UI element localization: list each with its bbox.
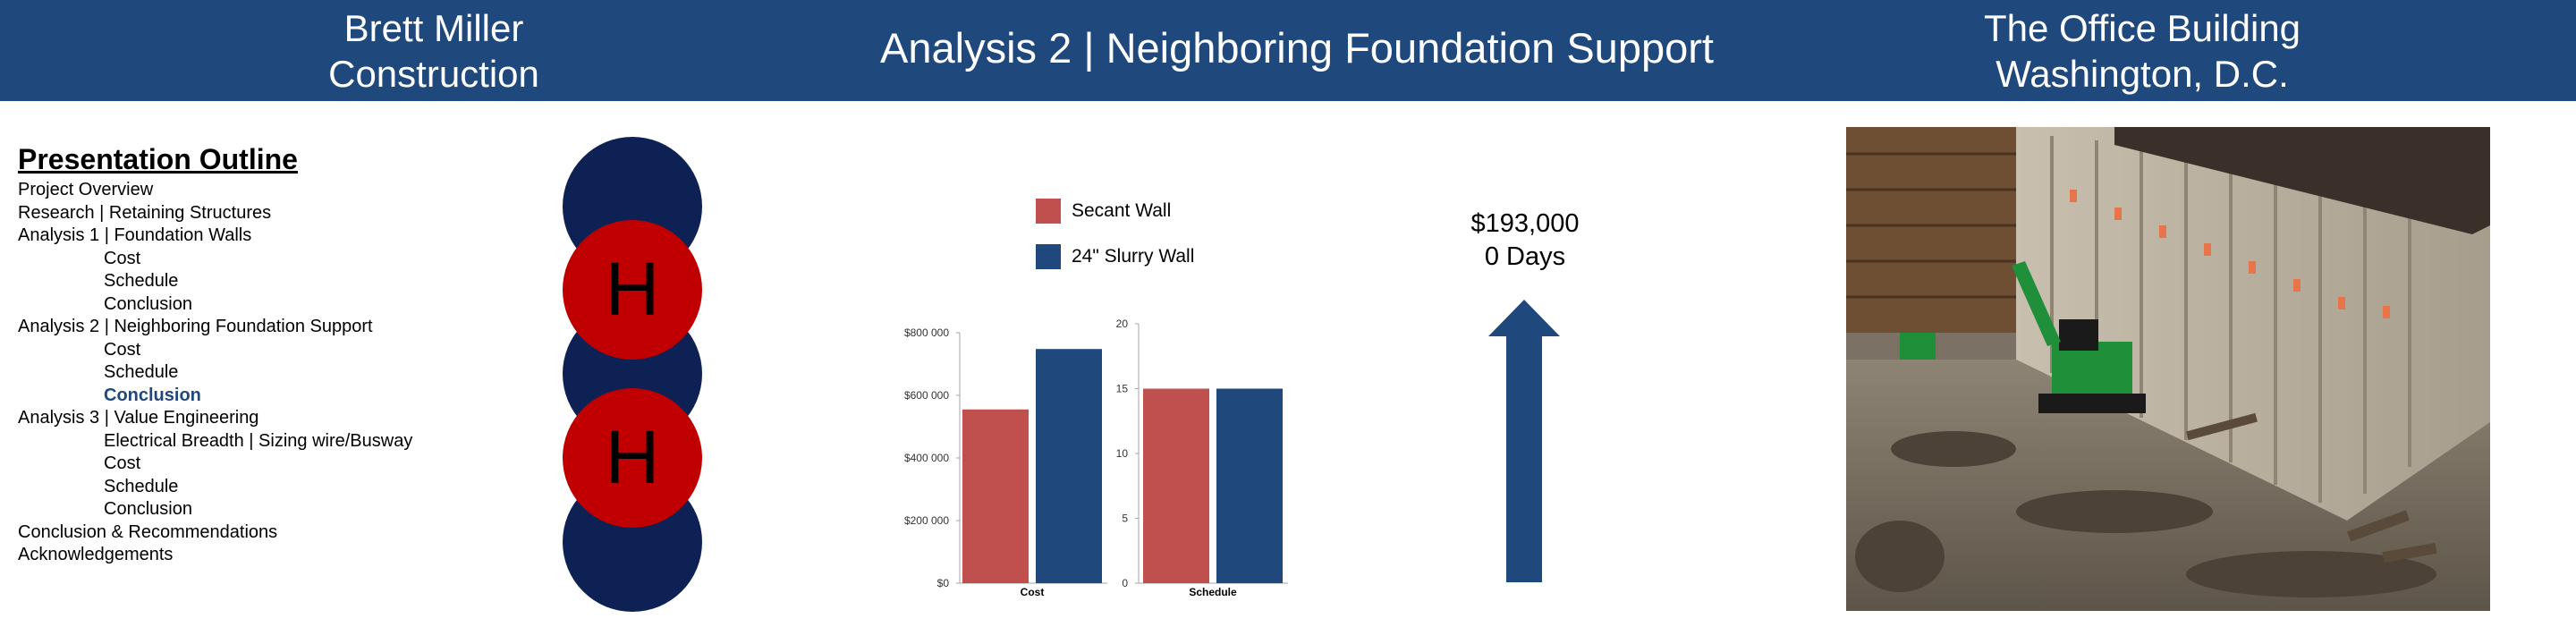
outline-item-analysis-1[interactable]: Analysis 1 | Foundation Walls [18,225,252,245]
y-tick-label: $600 000 [904,389,949,402]
legend-entry-secant: Secant Wall [1036,199,1194,224]
company-name-line1: Brett Miller [343,7,524,49]
bar-slurry-schedule [1216,388,1283,583]
h-letter: H [606,415,660,499]
project-name: The Office Building Washington, D.C. [1896,5,2388,97]
y-tick-label: 15 [1116,383,1129,395]
header-banner: Brett Miller Construction Analysis 2 | N… [0,0,2576,101]
y-tick-label: 5 [1122,513,1128,525]
outline-item-analysis-1-conclusion[interactable]: Conclusion [104,293,192,314]
legend-entry-slurry: 24" Slurry Wall [1036,244,1194,269]
red-h-circle [563,388,702,528]
outline-item-analysis-3[interactable]: Analysis 3 | Value Engineering [18,408,259,428]
outline-item-acknowledgements[interactable]: Acknowledgements [18,545,174,564]
navy-circle [563,137,702,276]
company-name: Brett Miller Construction [233,5,635,97]
y-tick-label: 0 [1122,577,1128,589]
legend-swatch-secant [1036,199,1061,224]
savings-callout: $193,000 0 Days [1431,208,1619,274]
y-tick-label: $800 000 [904,326,949,339]
outline-item-analysis-2-conclusion-active[interactable]: Conclusion [104,385,201,405]
outline-item-analysis-3-conclusion[interactable]: Conclusion [104,499,192,519]
red-h-circle [563,220,702,360]
project-name-line2: Washington, D.C. [1996,53,2289,95]
outline-item-analysis-3-schedule[interactable]: Schedule [104,476,179,496]
outline-title: Presentation Outline [18,143,298,175]
bar-slurry-cost [1036,349,1102,583]
excavator [1900,261,2146,413]
project-name-line1: The Office Building [1983,7,2301,49]
outline-item-electrical-breadth[interactable]: Electrical Breadth | Sizing wire/Busway [104,430,413,451]
legend-label-secant: Secant Wall [1072,200,1172,221]
legend-label-slurry: 24" Slurry Wall [1072,246,1195,267]
outline-item-analysis-2-cost[interactable]: Cost [104,339,141,360]
legend-swatch-slurry [1036,244,1061,269]
x-category-label: Schedule [1189,586,1237,598]
bar-secant-cost [962,409,1029,583]
x-category-label: Cost [1021,586,1045,598]
site-photo [1846,127,2490,611]
outline-item-analysis-1-cost[interactable]: Cost [104,248,141,268]
navy-circle [563,304,702,444]
chart-legend: Secant Wall 24" Slurry Wall [1036,199,1194,290]
y-tick-label: 10 [1116,447,1129,460]
y-tick-label: $200 000 [904,514,949,527]
outline-item-conclusion-recommendations[interactable]: Conclusion & Recommendations [18,521,278,542]
outline-item-analysis-2[interactable]: Analysis 2 | Neighboring Foundation Supp… [18,317,373,336]
bar-secant-schedule [1143,388,1209,583]
company-name-line2: Construction [328,53,539,95]
slide-title: Analysis 2 | Neighboring Foundation Supp… [880,24,1714,72]
outline-item-analysis-2-schedule[interactable]: Schedule [104,362,179,382]
outline-item-analysis-1-schedule[interactable]: Schedule [104,271,179,291]
y-tick-label: $400 000 [904,452,949,464]
outline-item-project-overview[interactable]: Project Overview [18,180,154,199]
schedule-savings-value: 0 Days [1484,242,1566,271]
cost-savings-value: $193,000 [1470,209,1580,238]
h-letter: H [606,247,660,331]
presentation-outline: Presentation Outline Project Overview Re… [18,141,519,567]
outline-item-analysis-3-cost[interactable]: Cost [104,453,141,473]
outline-item-research[interactable]: Research | Retaining Structures [18,202,272,223]
navy-circle [563,472,702,612]
y-tick-label: 20 [1116,318,1129,330]
up-arrow-icon [1488,300,1560,582]
y-tick-label: $0 [937,577,950,589]
